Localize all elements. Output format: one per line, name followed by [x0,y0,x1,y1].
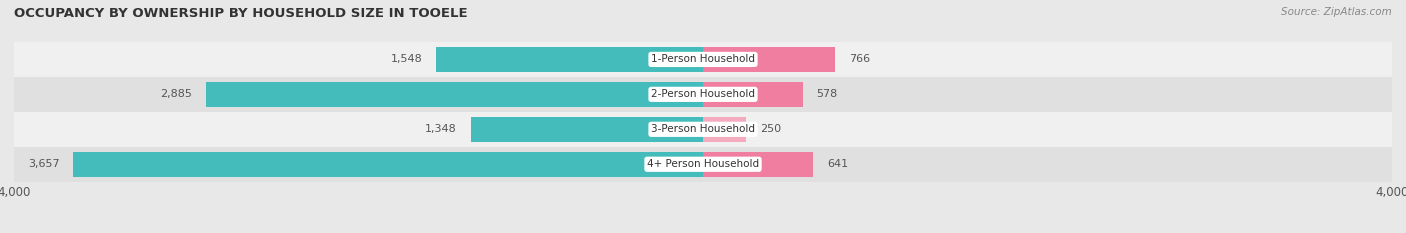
Bar [14,112,1392,147]
Text: 4+ Person Household: 4+ Person Household [647,159,759,169]
Text: 1,548: 1,548 [391,55,423,64]
Text: 250: 250 [759,124,780,134]
Bar [703,152,814,177]
Bar [14,77,1392,112]
Bar [207,82,703,107]
Text: 578: 578 [817,89,838,99]
Text: 1-Person Household: 1-Person Household [651,55,755,64]
Text: 3,657: 3,657 [28,159,59,169]
Bar [73,152,703,177]
Bar [14,147,1392,182]
Text: 641: 641 [827,159,848,169]
Bar [703,117,747,142]
Text: 766: 766 [849,55,870,64]
Bar [14,42,1392,77]
Text: 1,348: 1,348 [425,124,457,134]
Bar [703,82,803,107]
Bar [703,47,835,72]
Text: Source: ZipAtlas.com: Source: ZipAtlas.com [1281,7,1392,17]
Text: 2,885: 2,885 [160,89,193,99]
Text: 3-Person Household: 3-Person Household [651,124,755,134]
Text: OCCUPANCY BY OWNERSHIP BY HOUSEHOLD SIZE IN TOOELE: OCCUPANCY BY OWNERSHIP BY HOUSEHOLD SIZE… [14,7,468,20]
Bar [436,47,703,72]
Text: 2-Person Household: 2-Person Household [651,89,755,99]
Bar [471,117,703,142]
